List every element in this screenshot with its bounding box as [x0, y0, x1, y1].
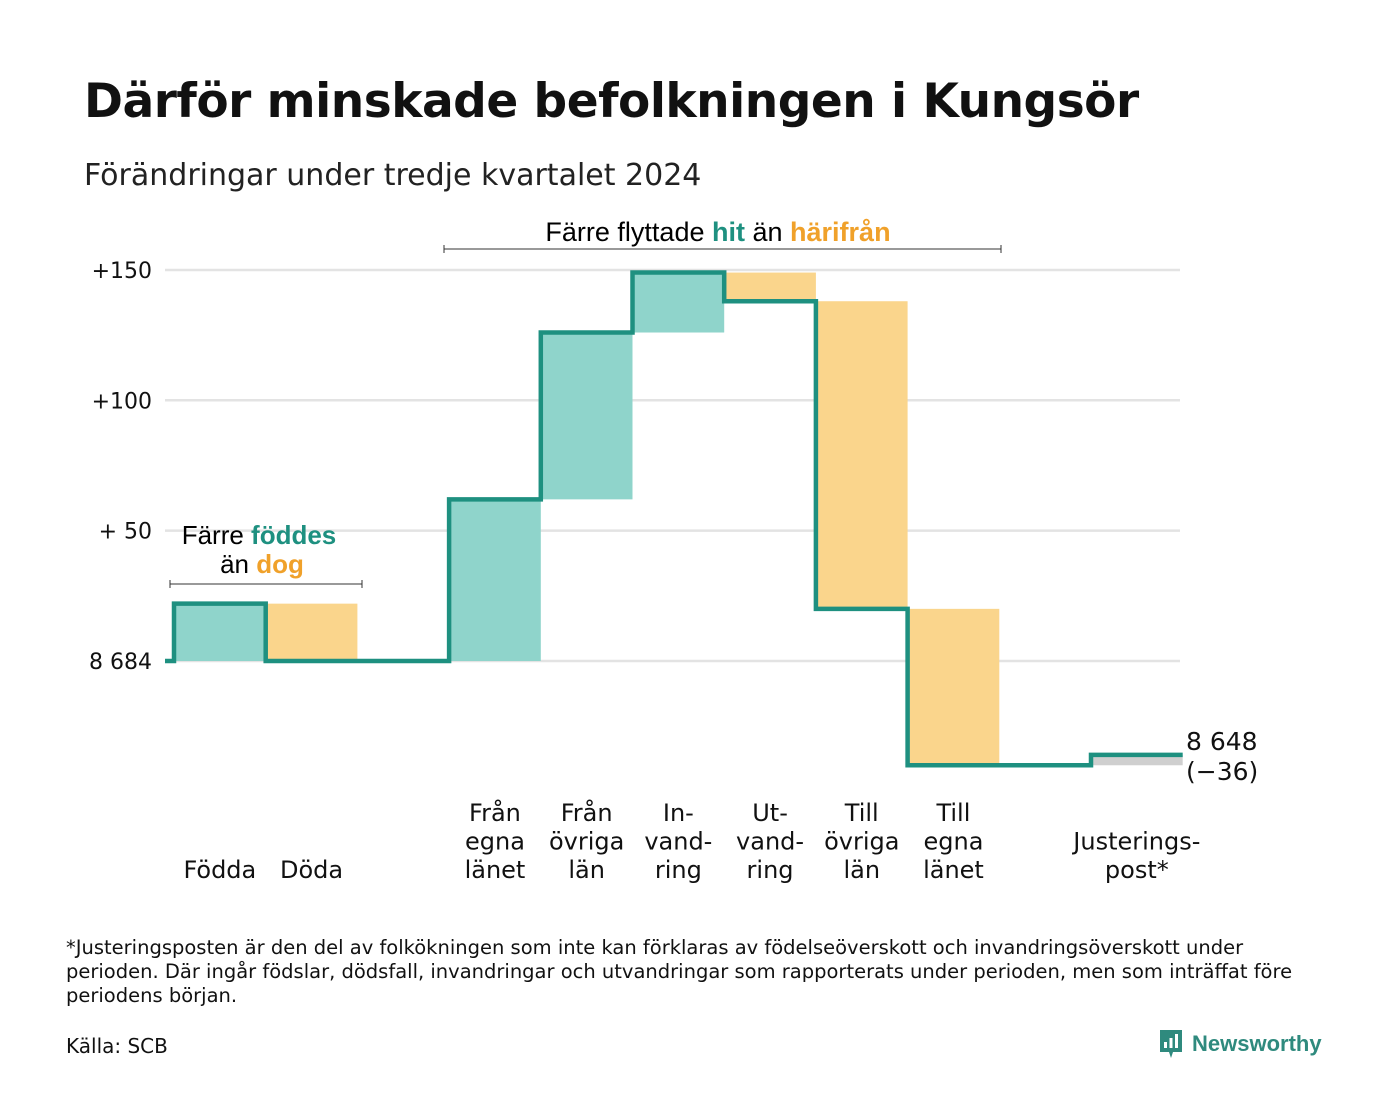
x-category-label: län — [568, 856, 605, 884]
y-tick-label: +100 — [92, 389, 152, 414]
x-category-label: Från — [469, 798, 521, 827]
x-category-label: Ut- — [752, 799, 788, 827]
waterfall-chart: 8 684+ 50+100+150 Födda DödaFrånegnalänet… — [89, 217, 1258, 884]
moves-annotation: Färre flyttade hit än härifrån — [545, 217, 890, 247]
x-category-label: vand- — [736, 828, 804, 856]
x-category-label: vand- — [644, 828, 712, 856]
x-category-label: Från — [561, 798, 613, 827]
births-annotation-line2: än dog — [220, 549, 304, 579]
brand-logo[interactable]: Newsworthy — [1158, 1028, 1322, 1060]
end-value-label: 8 648 — [1186, 727, 1258, 756]
x-category-label: övriga — [824, 828, 899, 856]
x-category-label: Till — [844, 799, 879, 827]
waterfall-bar — [265, 603, 358, 661]
x-category-label: post* — [1105, 856, 1169, 884]
waterfall-bar — [540, 332, 633, 500]
x-category-label: Födda — [183, 856, 256, 884]
waterfall-bar — [449, 499, 541, 661]
brand-name: Newsworthy — [1192, 1031, 1322, 1056]
x-category-label: övriga — [549, 828, 624, 856]
x-category-label: egna — [923, 828, 983, 856]
footnote: *Justeringsposten är den del av folkökni… — [66, 936, 1293, 1007]
births-annotation-line1: Färre föddes — [182, 520, 337, 550]
waterfall-bar — [632, 272, 725, 333]
chart-subtitle: Förändringar under tredje kvartalet 2024 — [84, 158, 702, 193]
waterfall-bar — [724, 272, 816, 302]
source-label: Källa: SCB — [66, 1034, 168, 1058]
x-category-label: länet — [465, 856, 526, 884]
x-category-label: Justerings- — [1071, 828, 1200, 856]
chart-title: Därför minskade befolkningen i Kungsör — [84, 74, 1139, 129]
waterfall-bar — [815, 301, 908, 609]
x-category-label: egna — [465, 828, 525, 856]
newsworthy-logo-icon — [1160, 1030, 1182, 1058]
x-category-label: In- — [663, 799, 694, 827]
x-category-label: ring — [655, 856, 702, 884]
x-category-label: länet — [923, 856, 984, 884]
waterfall-bar — [907, 608, 1000, 766]
cumulative-population-line — [165, 270, 1183, 768]
waterfall-bar — [174, 603, 266, 661]
x-category-label: Döda — [280, 856, 343, 884]
x-category-label: Till — [935, 799, 970, 827]
y-tick-label: 8 684 — [89, 650, 152, 675]
waterfall-bar — [1091, 754, 1183, 766]
x-category-label: län — [843, 856, 880, 884]
x-category-label: ring — [747, 856, 794, 884]
y-tick-label: + 50 — [99, 520, 152, 545]
end-change-label: (−36) — [1186, 757, 1258, 786]
y-tick-label: +150 — [92, 259, 152, 284]
